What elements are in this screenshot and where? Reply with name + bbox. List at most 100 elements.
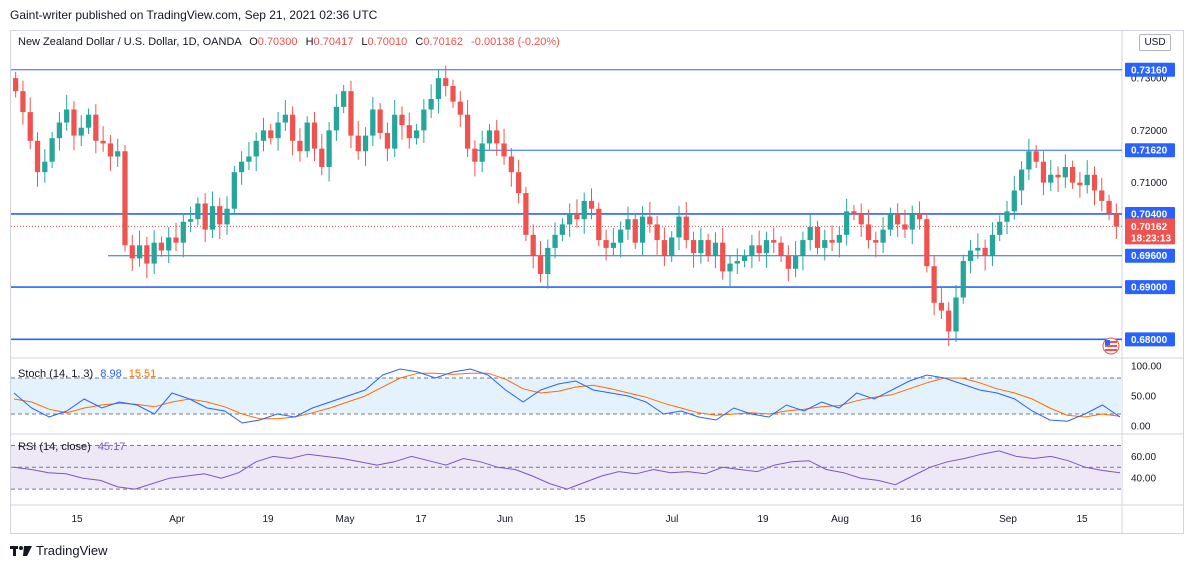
candle-body: [924, 219, 930, 267]
candle-body: [647, 216, 653, 225]
symbol-name[interactable]: New Zealand Dollar / U.S. Dollar, 1D, OA…: [18, 36, 242, 48]
level-price-tag: [1125, 206, 1175, 221]
candle-body: [807, 227, 813, 241]
candle-body: [187, 219, 194, 222]
candle-body: [705, 240, 711, 256]
candle-body: [618, 229, 624, 243]
candle-body: [1004, 211, 1010, 222]
candle-body: [785, 255, 791, 269]
candle-body: [115, 151, 121, 157]
candle-body: [880, 229, 886, 243]
candle-body: [501, 143, 507, 157]
candle-body: [982, 247, 988, 256]
candle-body: [56, 122, 63, 139]
candle-body: [559, 224, 565, 235]
candle-body: [333, 106, 340, 131]
candle-body: [800, 240, 806, 256]
candle-body: [946, 310, 952, 332]
candle-body: [625, 219, 631, 230]
time-tick-label: 15: [574, 514, 586, 525]
rsi-tick-label: 60.00: [1131, 452, 1156, 463]
candle-body: [916, 213, 923, 220]
candle-body: [450, 85, 456, 102]
tradingview-logo-icon: [10, 545, 32, 556]
level-price-label: 0.68000: [1131, 335, 1168, 346]
us-flag-stripe: [1105, 349, 1117, 351]
candle-body: [195, 203, 201, 220]
time-tick-label: 19: [757, 514, 769, 525]
candle-body: [1106, 200, 1112, 214]
candle-body: [260, 130, 267, 141]
candle-body: [246, 156, 252, 162]
candle-body: [690, 240, 697, 254]
tradingview-brand[interactable]: TradingView: [10, 543, 108, 558]
rsi-tick-label: 40.00: [1131, 474, 1156, 485]
time-tick-label: 16: [910, 514, 922, 525]
level-price-tag: [1125, 143, 1175, 158]
candle-body: [217, 206, 223, 225]
candle-body: [71, 109, 77, 136]
candle-body: [406, 125, 412, 139]
candle-body: [435, 78, 442, 100]
currency-button[interactable]: USD: [1139, 34, 1171, 51]
candle-body: [873, 240, 879, 243]
candle-body: [1077, 182, 1083, 186]
stoch-d-value: 15.51: [128, 368, 157, 380]
candle-body: [472, 148, 478, 162]
level-price-tag: [1125, 332, 1175, 347]
candle-body: [661, 240, 668, 256]
candle-body: [34, 140, 41, 173]
stoch-k-value: 8.98: [100, 368, 122, 380]
price-tick-label: 0.72000: [1131, 126, 1168, 137]
candle-body: [895, 213, 901, 225]
us-flag-stripe: [1105, 345, 1117, 347]
rsi-value: 45.17: [97, 441, 126, 453]
candle-body: [829, 240, 835, 243]
candle-body: [953, 297, 959, 332]
rsi-legend[interactable]: RSI (14, close) 45.17: [18, 441, 125, 453]
level-price-label: 0.71620: [1131, 146, 1168, 157]
candle-body: [669, 237, 675, 256]
candle-body: [413, 130, 420, 139]
candle-body: [523, 193, 529, 235]
price-tick-label: 0.71000: [1131, 178, 1168, 189]
candle-body: [545, 247, 551, 275]
candle-body: [851, 211, 857, 214]
candle-body: [326, 130, 332, 167]
time-tick-label: 19: [262, 514, 274, 525]
rsi-label: RSI (14, close): [18, 441, 91, 453]
candle-body: [107, 143, 114, 157]
candle-body: [64, 109, 70, 123]
time-tick-label: Sep: [999, 514, 1017, 525]
candle-body: [1048, 174, 1054, 183]
candle-body: [42, 161, 48, 173]
candle-body: [698, 240, 704, 254]
stoch-legend[interactable]: Stoch (14, 1, 3) 8.98 15.51: [18, 368, 156, 380]
last-price-tag: [1125, 218, 1175, 245]
candle-body: [377, 109, 383, 133]
brand-name: TradingView: [36, 543, 108, 558]
time-tick-label: Aug: [831, 514, 849, 525]
candle-body: [1055, 174, 1061, 178]
stoch-label: Stoch (14, 1, 3): [18, 368, 94, 380]
candle-body: [297, 140, 303, 152]
candle-body: [464, 114, 471, 149]
price-tick-label: 0.73000: [1131, 74, 1168, 85]
candle-body: [158, 242, 165, 251]
candle-body: [734, 260, 740, 264]
last-price-countdown: 18:23:13: [1131, 233, 1171, 244]
published-by-line: Gaint-writer published on TradingView.co…: [10, 8, 378, 22]
stoch-tick-label: 100.00: [1131, 362, 1162, 373]
candle-body: [997, 221, 1003, 235]
candle-body: [362, 135, 369, 152]
candle-body: [275, 122, 281, 139]
candle-body: [253, 140, 259, 157]
chart-frame: [10, 30, 1184, 534]
level-price-label: 0.73160: [1131, 65, 1168, 76]
candle-body: [632, 219, 638, 243]
candle-body: [27, 112, 33, 141]
candle-body: [792, 255, 799, 269]
level-price-tag: [1125, 248, 1175, 263]
candle-body: [865, 224, 872, 241]
